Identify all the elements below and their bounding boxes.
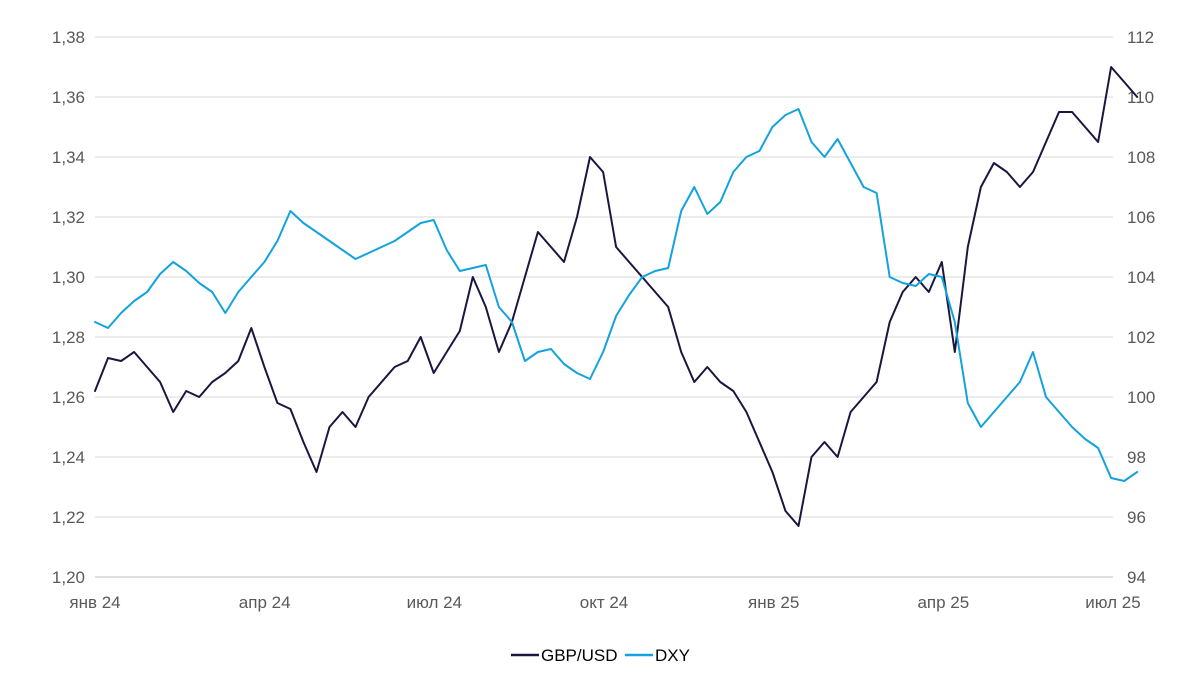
y-right-tick-label: 100	[1127, 388, 1155, 407]
y-left-tick-label: 1,24	[52, 448, 85, 467]
series-layer	[94, 66, 1139, 527]
x-tick-label: апр 25	[917, 593, 969, 612]
y-right-tick-label: 94	[1127, 568, 1146, 587]
x-tick-label: июл 25	[1085, 593, 1140, 612]
y-right-tick-label: 108	[1127, 148, 1155, 167]
x-tick-label: окт 24	[580, 593, 629, 612]
y-right-tick-label: 104	[1127, 268, 1155, 287]
axis-layer: 1,20 1,22 1,24 1,26 1,28 1,30 1,32 1,34 1,36 1,38…	[52, 28, 1155, 612]
y-left-tick-label: 1,34	[52, 148, 85, 167]
legend: GBP/USD DXY	[511, 646, 690, 665]
x-tick-label: июл 24	[407, 593, 462, 612]
series-line-gbp-usd	[94, 66, 1139, 527]
y-left-tick-label: 1,32	[52, 208, 85, 227]
y-left-tick-label: 1,20	[52, 568, 85, 587]
y-left-tick-label: 1,30	[52, 268, 85, 287]
y-right-tick-label: 112	[1127, 28, 1154, 47]
x-tick-label: апр 24	[239, 593, 291, 612]
y-right-tick-label: 98	[1127, 448, 1146, 467]
legend-label: GBP/USD	[541, 646, 618, 665]
y-right-tick-label: 106	[1127, 208, 1155, 227]
series-line-dxy	[94, 108, 1139, 482]
y-left-tick-label: 1,38	[52, 28, 85, 47]
x-tick-label: янв 24	[69, 593, 120, 612]
y-right-tick-label: 96	[1127, 508, 1146, 527]
y-left-tick-label: 1,28	[52, 328, 85, 347]
y-right-tick-label: 102	[1127, 328, 1155, 347]
legend-label: DXY	[655, 646, 690, 665]
y-left-tick-label: 1,22	[52, 508, 85, 527]
y-left-tick-label: 1,36	[52, 88, 85, 107]
y-left-tick-label: 1,26	[52, 388, 85, 407]
x-tick-label: янв 25	[748, 593, 799, 612]
grid-layer	[95, 36, 1113, 518]
